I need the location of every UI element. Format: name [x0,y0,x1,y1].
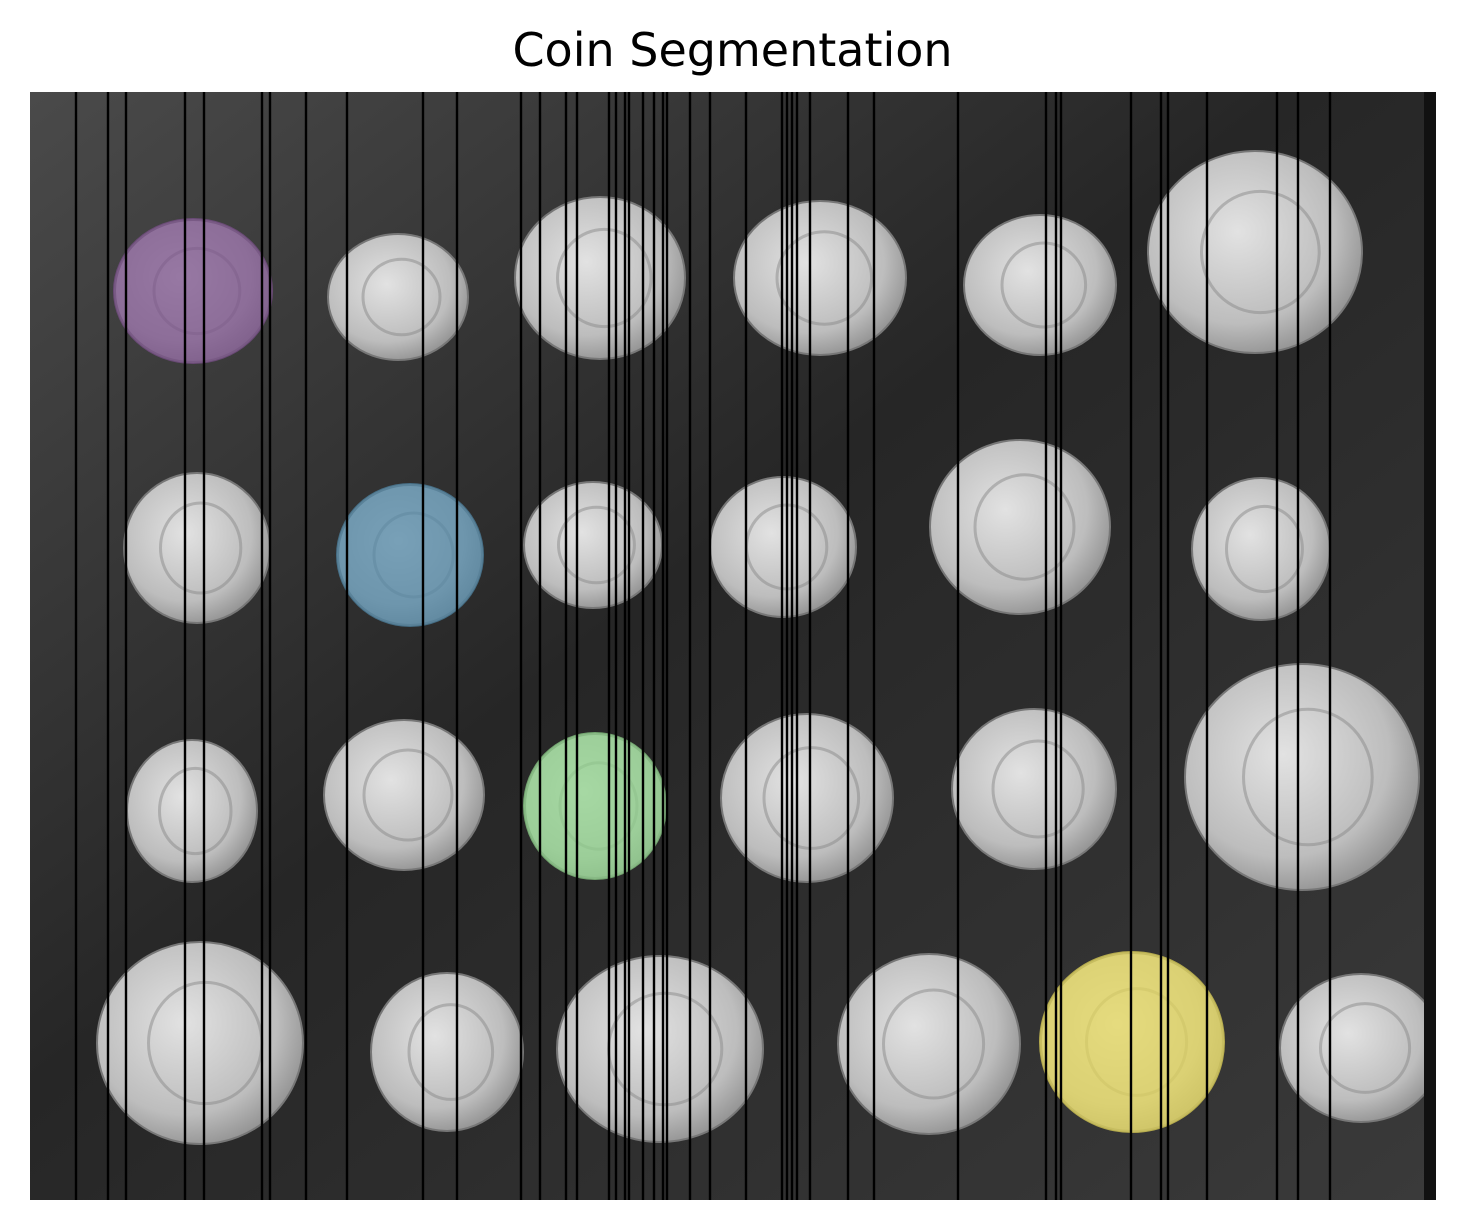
coin-relief [159,501,243,595]
coin [733,200,907,356]
coin-relief [362,748,454,842]
coin-image [30,92,1436,1200]
coin [963,214,1117,356]
coin [1147,150,1363,354]
coin-relief [991,739,1085,839]
coin-relief [1242,707,1374,847]
coin-relief [556,227,653,329]
vertical-line-layer [74,92,1436,1200]
coin [556,955,764,1143]
coin [1191,477,1331,621]
coin [327,233,469,361]
coin-relief [361,257,442,337]
coin [96,941,304,1145]
coin-relief [407,1003,495,1101]
coin [1279,973,1436,1123]
coin-relief [973,473,1076,581]
coin-relief [1000,241,1088,329]
page-title: Coin Segmentation [512,23,953,77]
coin [929,439,1111,615]
coin [951,708,1117,870]
coin-relief [775,230,874,326]
coin-relief [1200,189,1321,315]
coin [323,719,485,871]
segmentation-mask-coin-1 [113,218,273,364]
coin [370,972,524,1132]
image-edge [1424,92,1436,1200]
coin [720,713,894,883]
segmentation-mask-coin-3 [523,732,667,880]
coin-relief [882,988,986,1100]
coin-relief [1319,1002,1412,1094]
coin [523,481,663,609]
coin-relief [762,746,861,850]
coin-relief [557,505,636,585]
coin [1184,663,1420,891]
coin [126,739,258,883]
segmentation-mask-coin-2 [336,483,484,627]
coin-relief [158,766,233,856]
coin-relief [1225,504,1304,594]
coin [837,953,1021,1135]
coin [123,472,271,624]
